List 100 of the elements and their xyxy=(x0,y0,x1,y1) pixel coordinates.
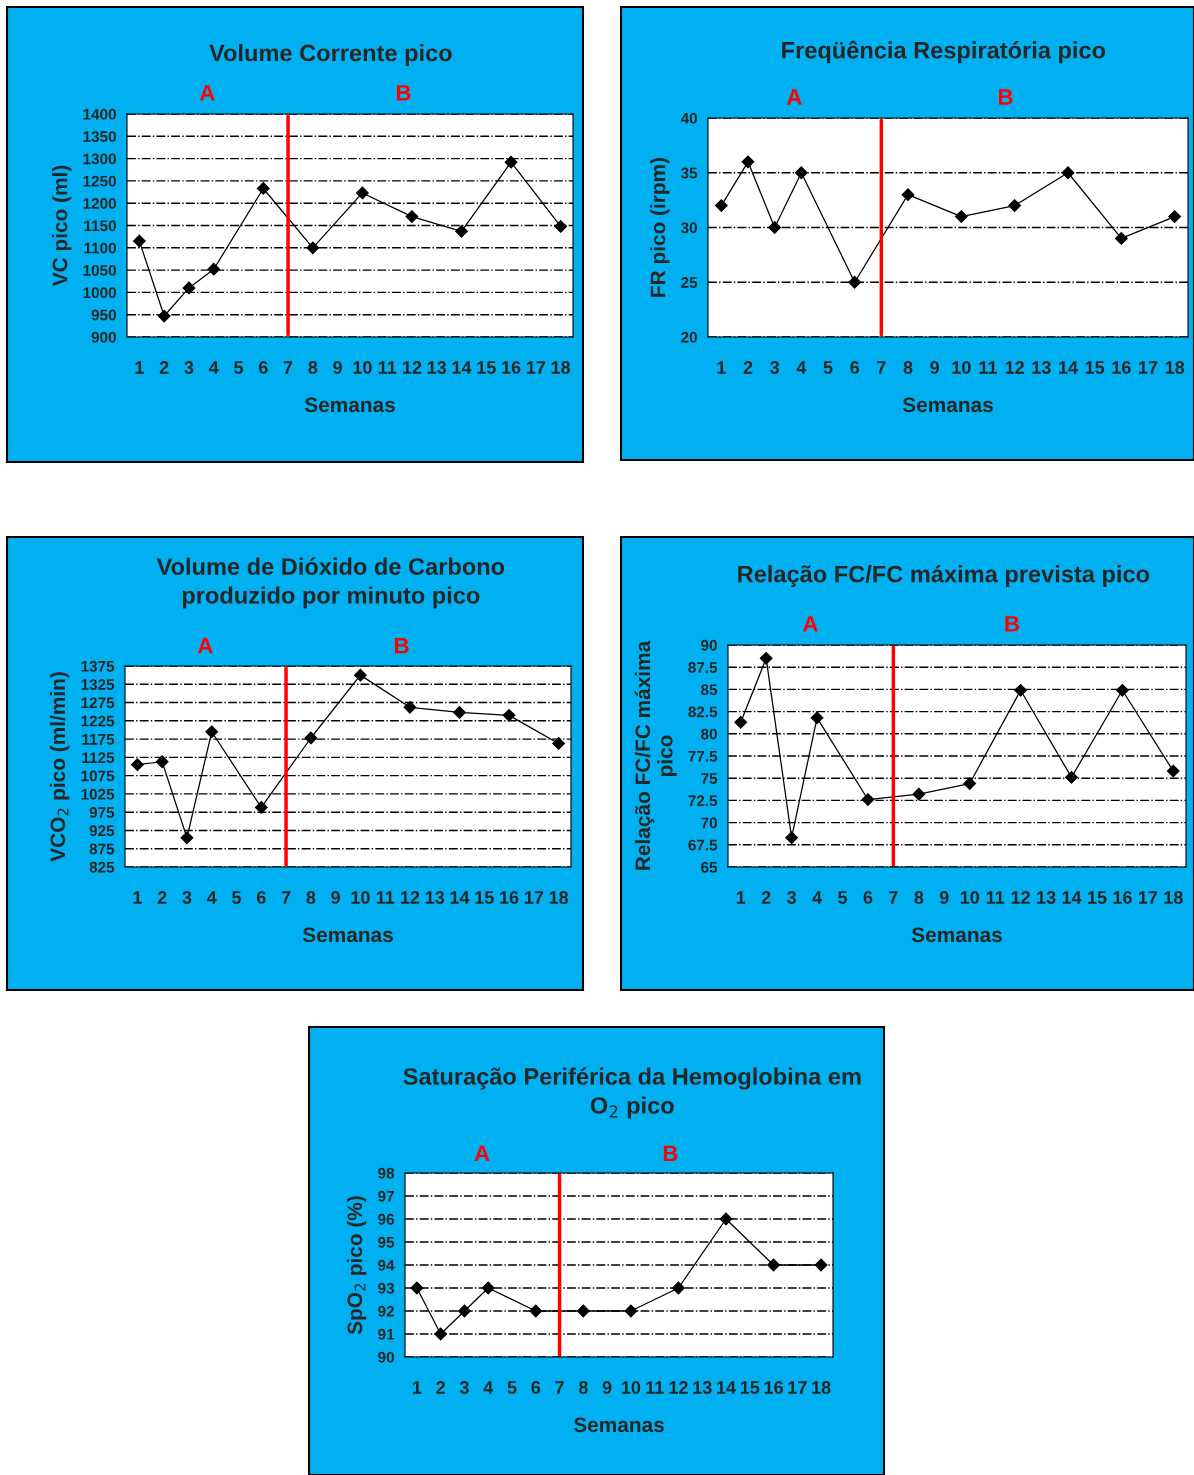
point xyxy=(353,668,367,682)
point xyxy=(810,711,824,725)
y-tick-label: 92 xyxy=(378,1305,394,1317)
x-tick-label: 2 xyxy=(761,891,771,904)
y-tick-label: 1250 xyxy=(83,175,116,187)
x-tick-label: 17 xyxy=(526,361,546,374)
x-tick-label: 14 xyxy=(450,891,470,904)
y-axis-title: VCO$_{2}$ pico (ml/min) xyxy=(49,672,70,862)
x-tick-label: 1 xyxy=(717,361,726,374)
x-tick-label: 6 xyxy=(850,361,860,374)
x-tick-label: 12 xyxy=(403,361,422,374)
point xyxy=(1008,199,1022,213)
y-tick-label: 1275 xyxy=(81,697,115,709)
x-tick-label: 17 xyxy=(1139,361,1158,374)
x-tick-label: 2 xyxy=(743,361,753,374)
text: A xyxy=(199,85,215,101)
y-axis-title: SpO$_{2}$ pico (%) xyxy=(346,1196,367,1335)
x-tick-label: 12 xyxy=(669,1381,688,1394)
point xyxy=(759,651,773,665)
x-tick-label: 1 xyxy=(736,891,746,904)
x-tick-label: 6 xyxy=(256,891,266,904)
text: B xyxy=(663,1145,678,1162)
y-tick-label: 1125 xyxy=(82,752,115,764)
y-axis-title: Relação FC/FC máxima pico xyxy=(634,640,677,870)
point xyxy=(453,706,466,719)
y-tick-label: 900 xyxy=(91,331,116,343)
x-tick-label: 12 xyxy=(401,891,420,904)
x-tick-label: 8 xyxy=(578,1381,588,1394)
y-tick-label: 1175 xyxy=(82,734,115,745)
x-tick-label: 12 xyxy=(1005,361,1024,374)
point xyxy=(624,1304,638,1318)
x-tick-label: 2 xyxy=(157,891,167,904)
point xyxy=(785,831,799,845)
x-tick-label: 15 xyxy=(477,361,496,374)
x-tick-label: 7 xyxy=(281,891,291,904)
point xyxy=(306,241,320,255)
y-tick-label: 96 xyxy=(378,1213,395,1225)
x-tick-label: 5 xyxy=(232,891,242,904)
point xyxy=(355,186,369,200)
x-tick-label: 16 xyxy=(1113,891,1132,904)
x-tick-label: 3 xyxy=(770,361,780,374)
y-tick-label: 950 xyxy=(91,309,116,321)
x-tick-label: 15 xyxy=(475,891,494,904)
x-tick-label: 16 xyxy=(764,1381,783,1394)
chart-title: Freqüência Respiratória pico xyxy=(782,40,1106,64)
point xyxy=(734,715,748,729)
point xyxy=(861,793,875,806)
x-tick-label: 3 xyxy=(182,891,192,904)
x-axis-title: Semanas xyxy=(911,927,1002,943)
x-tick-label: 16 xyxy=(502,361,521,374)
point xyxy=(205,725,219,739)
y-tick-label: 40 xyxy=(680,112,697,124)
point xyxy=(434,1327,448,1341)
point xyxy=(1115,683,1129,697)
y-tick-label: 25 xyxy=(681,277,698,288)
x-tick-label: 15 xyxy=(740,1381,760,1394)
y-tick-label: 93 xyxy=(378,1282,395,1294)
y-tick-label: 91 xyxy=(378,1328,395,1340)
x-tick-label: 18 xyxy=(1164,891,1183,904)
point xyxy=(1114,232,1128,245)
x-tick-label: 10 xyxy=(621,1381,641,1394)
x-tick-label: 7 xyxy=(889,891,898,904)
x-tick-label: 14 xyxy=(717,1381,736,1394)
x-tick-label: 6 xyxy=(531,1381,541,1394)
x-tick-label: 5 xyxy=(823,361,833,374)
y-tick-label: 35 xyxy=(680,167,698,179)
point xyxy=(405,210,419,223)
x-tick-label: 10 xyxy=(351,891,370,904)
y-tick-label: 70 xyxy=(701,817,717,829)
x-tick-label: 9 xyxy=(331,891,340,904)
point xyxy=(410,1281,424,1295)
point xyxy=(455,224,468,238)
x-tick-label: 9 xyxy=(333,361,342,374)
y-tick-label: 82.5 xyxy=(688,706,718,718)
x-tick-label: 5 xyxy=(507,1381,517,1394)
point xyxy=(576,1304,590,1318)
y-tick-label: 95 xyxy=(378,1236,395,1248)
point xyxy=(504,155,518,169)
text: A xyxy=(786,89,802,105)
x-tick-label: 7 xyxy=(283,361,293,374)
y-tick-label: 20 xyxy=(681,331,697,343)
text: A xyxy=(474,1145,490,1162)
y-tick-label: 1000 xyxy=(83,287,116,299)
x-tick-label: 11 xyxy=(646,1381,664,1394)
y-tick-label: 75 xyxy=(701,773,718,784)
y-tick-label: 90 xyxy=(378,1351,394,1363)
point xyxy=(1014,683,1028,697)
y-tick-label: 98 xyxy=(378,1167,395,1179)
y-tick-label: 1350 xyxy=(83,131,116,143)
x-tick-label: 8 xyxy=(308,361,318,374)
x-axis-title: Semanas xyxy=(573,1417,664,1433)
point xyxy=(132,234,146,248)
x-tick-label: 11 xyxy=(979,361,998,374)
x-tick-label: 17 xyxy=(1138,891,1158,904)
x-tick-label: 15 xyxy=(1088,891,1107,904)
y-tick-label: 875 xyxy=(89,843,115,855)
x-tick-label: 17 xyxy=(788,1381,807,1394)
x-tick-label: 5 xyxy=(234,361,244,374)
x-tick-label: 14 xyxy=(452,361,472,374)
x-tick-label: 2 xyxy=(159,361,169,374)
